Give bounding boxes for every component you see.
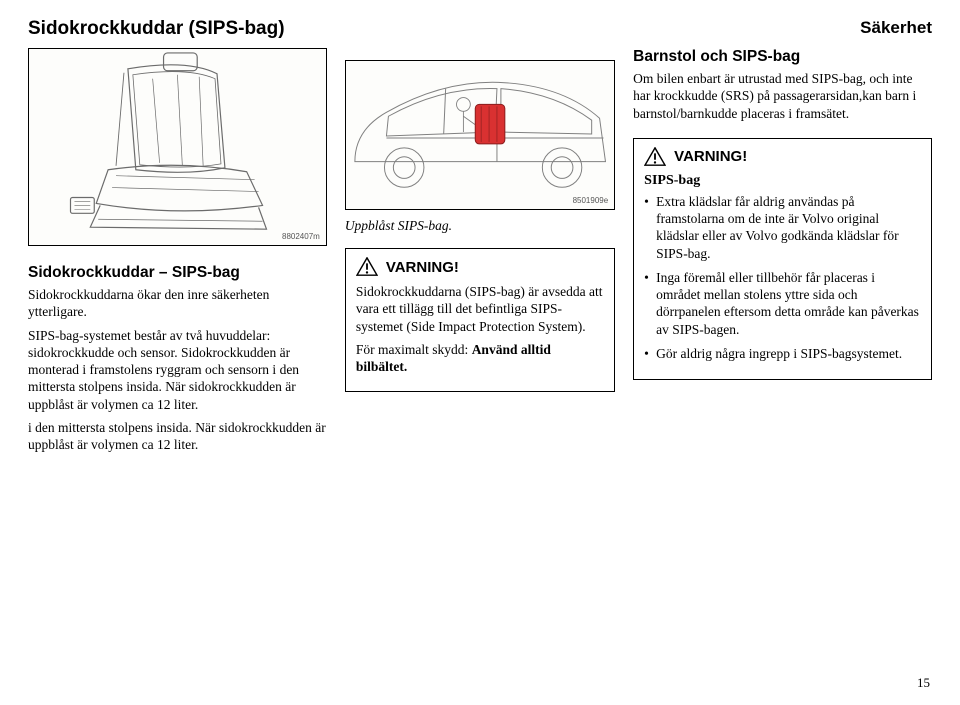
col1-p2: SIPS-bag-systemet består av två huvuddel… [28, 327, 327, 413]
warning-title: VARNING! [386, 259, 459, 276]
page-title: Sidokrockkuddar (SIPS-bag) [28, 18, 285, 40]
column-2: 8501909e Uppblåst SIPS-bag. VARNING! Sid… [345, 48, 615, 459]
warning-triangle-icon [356, 257, 378, 277]
content-columns: 8802407m Sidokrockkuddar – SIPS-bag Sido… [28, 48, 932, 459]
bullet-item: Extra klädslar får aldrig användas på fr… [644, 193, 921, 262]
section-label: Säkerhet [860, 18, 932, 38]
warning-bullet-list: Extra klädslar får aldrig användas på fr… [644, 193, 921, 362]
warning-triangle-icon [644, 147, 666, 167]
warn1-p2: För maximalt skydd: Använd alltid bilbäl… [356, 341, 604, 376]
col1-heading: Sidokrockkuddar – SIPS-bag [28, 264, 327, 282]
figure-code-2: 8501909e [573, 196, 609, 205]
warning-box-2: VARNING! SIPS-bag Extra klädslar får ald… [633, 138, 932, 380]
bullet-item: Inga föremål eller tillbehör får placera… [644, 269, 921, 338]
col3-p1: Om bilen enbart är utrustad med SIPS-bag… [633, 70, 932, 122]
col3-heading: Barnstol och SIPS-bag [633, 48, 932, 66]
car-illustration [346, 61, 614, 209]
warning-header: VARNING! [356, 257, 604, 277]
figure-code: 8802407m [282, 232, 320, 241]
warning-title-2: VARNING! [674, 148, 747, 165]
warn1-p1: Sidokrockkuddarna (SIPS-bag) är avsedda … [356, 283, 604, 335]
figure-seat-sips: 8802407m [28, 48, 327, 246]
column-1: 8802407m Sidokrockkuddar – SIPS-bag Sido… [28, 48, 327, 459]
warn1-p2-prefix: För maximalt skydd: [356, 342, 472, 357]
col1-p1: Sidokrockkuddarna ökar den inre säkerhet… [28, 286, 327, 321]
warning-header-2: VARNING! [644, 147, 921, 167]
figure-caption: Uppblåst SIPS-bag. [345, 218, 615, 234]
col1-p3: i den mittersta stolpens insida. När sid… [28, 419, 327, 454]
seat-illustration [29, 49, 326, 245]
bullet-heading: SIPS-bag [644, 173, 921, 189]
warning-box-1: VARNING! Sidokrockkuddarna (SIPS-bag) är… [345, 248, 615, 392]
figure-car-sips: 8501909e [345, 60, 615, 210]
page-number: 15 [917, 675, 930, 691]
bullet-item: Gör aldrig några ingrepp i SIPS-bag­syst… [644, 345, 921, 362]
header-row: Sidokrockkuddar (SIPS-bag) Säkerhet [28, 18, 932, 40]
column-3: Barnstol och SIPS-bag Om bilen enbart är… [633, 48, 932, 459]
